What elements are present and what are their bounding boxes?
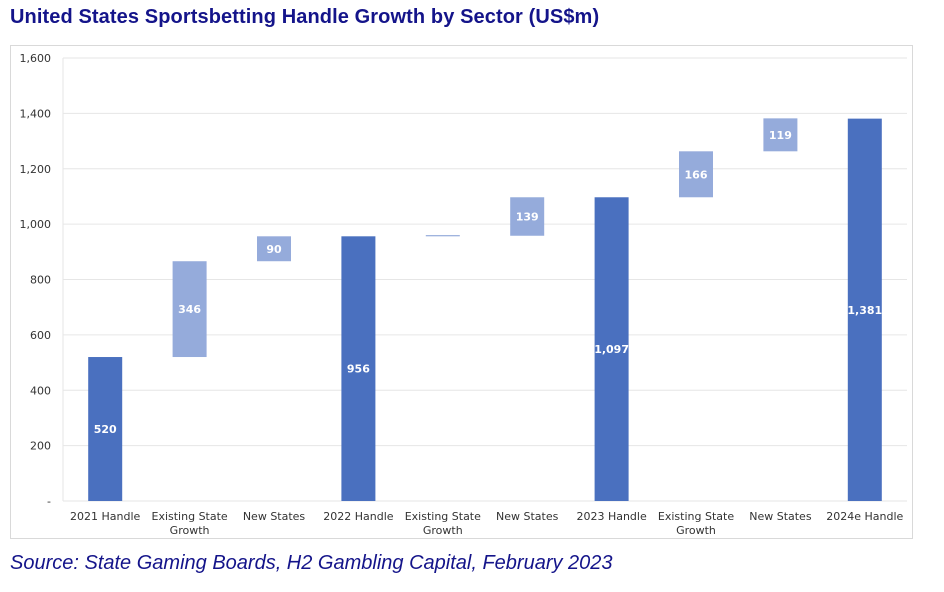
total-bar bbox=[847, 118, 882, 502]
y-tick-label: 1,000 bbox=[20, 218, 52, 231]
bar-value-label: 139 bbox=[516, 211, 539, 224]
bar-value-label: 1,381 bbox=[847, 304, 882, 317]
bar-value-label: 346 bbox=[178, 303, 201, 316]
bar-value-label: 166 bbox=[685, 168, 708, 181]
chart-title: United States Sportsbetting Handle Growt… bbox=[10, 6, 600, 28]
y-tick-label: 1,600 bbox=[20, 52, 52, 65]
x-category-label: New States bbox=[243, 510, 306, 523]
y-tick-label: 1,400 bbox=[20, 107, 52, 120]
x-category-label: Growth bbox=[676, 524, 716, 537]
x-category-label: New States bbox=[749, 510, 812, 523]
y-tick-label: 400 bbox=[30, 384, 51, 397]
total-bar bbox=[341, 236, 376, 501]
x-category-label: Growth bbox=[170, 524, 210, 537]
bar-value-label: 1,097 bbox=[594, 343, 629, 356]
x-category-label: 2024e Handle bbox=[826, 510, 903, 523]
total-bar bbox=[594, 197, 629, 501]
x-category-label: 2022 Handle bbox=[323, 510, 394, 523]
x-category-label: Existing State bbox=[152, 510, 228, 523]
chart-frame: - 200 400 600 800 1,000 1,200 1,400 1,600 520 346 9… bbox=[10, 45, 913, 539]
waterfall-chart: - 200 400 600 800 1,000 1,200 1,400 1,600 520 346 9… bbox=[20, 52, 907, 537]
bar-value-label: 956 bbox=[347, 363, 370, 376]
increment-bar bbox=[172, 261, 207, 358]
increment-bar bbox=[425, 235, 460, 237]
x-category-label: Growth bbox=[423, 524, 463, 537]
increment-bar bbox=[510, 197, 545, 236]
x-category-label: 2021 Handle bbox=[70, 510, 141, 523]
increment-bar bbox=[679, 151, 713, 198]
x-category-label: Existing State bbox=[658, 510, 734, 523]
bar-value-label: 90 bbox=[266, 243, 282, 256]
total-bar bbox=[88, 357, 123, 501]
source-note: Source: State Gaming Boards, H2 Gambling… bbox=[10, 552, 613, 574]
y-tick-label: 200 bbox=[30, 440, 51, 453]
increment-bar bbox=[257, 236, 291, 262]
y-tick-label: 600 bbox=[30, 329, 51, 342]
y-tick-label: - bbox=[47, 495, 51, 508]
x-category-label: Existing State bbox=[405, 510, 481, 523]
bar-value-label: 520 bbox=[94, 423, 117, 436]
x-category-label: 2023 Handle bbox=[576, 510, 647, 523]
y-tick-label: 800 bbox=[30, 274, 51, 287]
x-category-label: New States bbox=[496, 510, 559, 523]
increment-bar bbox=[763, 118, 798, 152]
y-tick-label: 1,200 bbox=[20, 163, 52, 176]
bar-value-label: 119 bbox=[769, 129, 792, 142]
